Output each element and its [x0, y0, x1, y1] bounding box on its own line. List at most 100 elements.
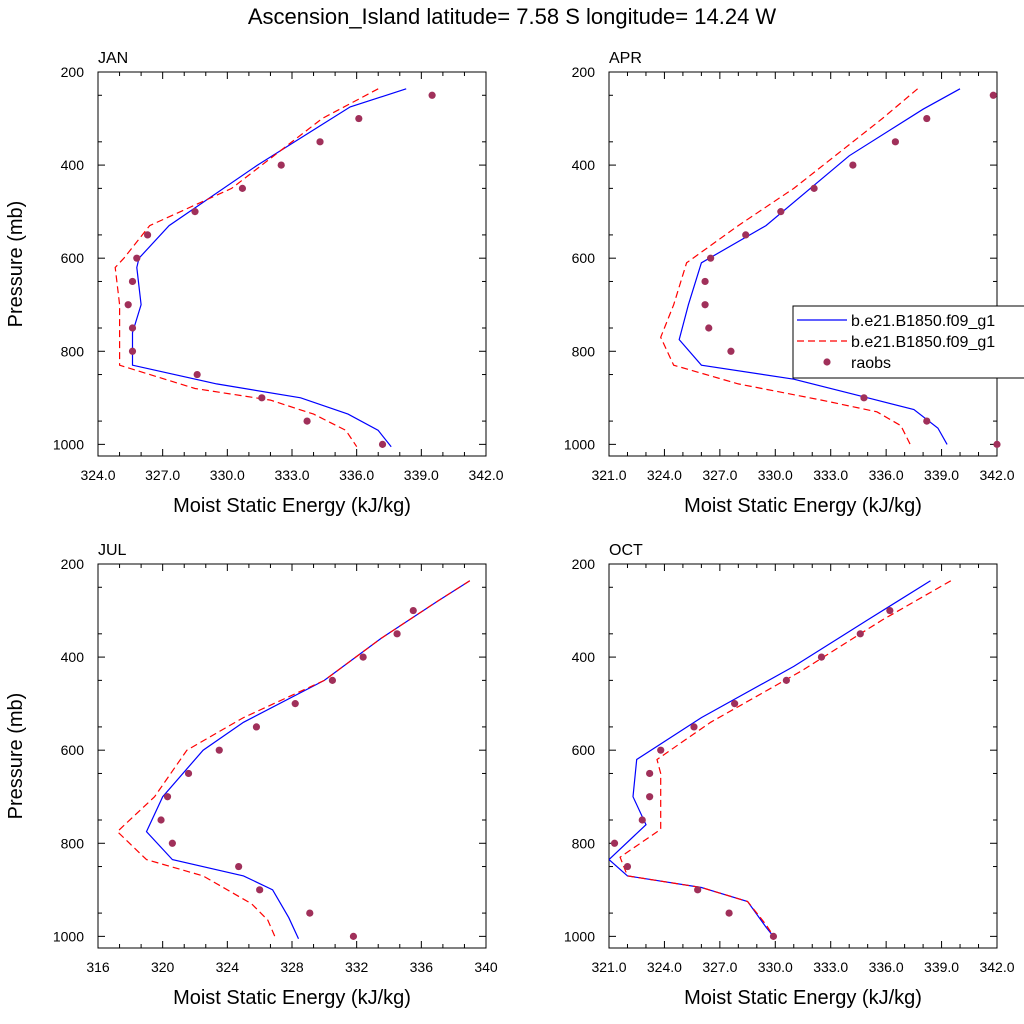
obs-point: [707, 254, 715, 262]
obs-point: [782, 676, 790, 684]
legend-box: [792, 305, 1024, 379]
obs-point: [191, 208, 199, 216]
plot-frame: [97, 563, 487, 949]
obs-point: [252, 723, 261, 731]
x-tick-label: 330.0: [210, 467, 245, 483]
obs-point: [238, 184, 247, 192]
y-tick-label: 400: [572, 157, 596, 173]
y-tick-label: 800: [61, 343, 85, 359]
obs-point: [923, 417, 931, 425]
plot-frame: [97, 71, 487, 457]
obs-point: [623, 862, 632, 871]
obs-point: [409, 606, 417, 615]
x-tick-label: 339.0: [924, 959, 959, 975]
x-tick-label: 339.0: [924, 467, 959, 483]
x-tick-label: 330.0: [758, 959, 793, 975]
page-title: Ascension_Island latitude= 7.58 S longit…: [247, 4, 777, 29]
x-axis-title: Moist Static Energy (kJ/kg): [173, 987, 411, 1009]
obs-point: [856, 630, 864, 638]
x-tick-label: 339.0: [404, 467, 439, 483]
obs-point: [303, 417, 311, 425]
series-line-dashed: [619, 580, 952, 940]
x-tick-label: 333.0: [813, 467, 848, 483]
y-tick-label: 800: [572, 343, 596, 359]
obs-point: [215, 746, 223, 754]
obs-point: [923, 114, 931, 123]
x-tick-label: 321.0: [591, 467, 626, 483]
legend-label: b.e21.B1850.f09_g1: [851, 334, 995, 351]
obs-point: [701, 301, 709, 309]
obs-point: [610, 839, 619, 847]
obs-point: [291, 700, 299, 708]
y-tick-label: 1000: [564, 436, 595, 452]
obs-point: [725, 909, 733, 917]
x-tick-label: 336: [410, 959, 434, 975]
legend-label: raobs: [851, 355, 891, 372]
plot-frame: [608, 71, 998, 457]
panel-label: APR: [609, 50, 642, 67]
obs-point: [163, 793, 172, 801]
series-line-dashed: [114, 88, 379, 448]
y-tick-label: 400: [61, 649, 85, 665]
obs-point: [638, 816, 646, 824]
obs-point: [731, 700, 739, 708]
y-axis-title: Pressure (mb): [5, 201, 27, 328]
obs-point: [133, 254, 141, 262]
obs-point: [355, 114, 363, 123]
obs-point: [777, 208, 785, 216]
x-tick-label: 324.0: [80, 467, 115, 483]
obs-point: [349, 932, 358, 940]
obs-point: [849, 161, 857, 169]
x-tick-label: 342.0: [979, 959, 1014, 975]
x-tick-label: 324.0: [647, 959, 682, 975]
obs-point: [886, 606, 894, 615]
x-tick-label: 332: [345, 959, 369, 975]
obs-point: [428, 91, 436, 99]
obs-point: [727, 347, 735, 355]
plot-frame: [608, 563, 998, 949]
y-tick-label: 800: [61, 835, 85, 851]
y-tick-label: 600: [572, 742, 596, 758]
y-tick-label: 400: [61, 157, 85, 173]
y-tick-label: 200: [61, 556, 85, 572]
x-tick-label: 327.0: [702, 467, 737, 483]
obs-point: [705, 324, 713, 332]
y-tick-label: 600: [61, 742, 85, 758]
obs-point: [124, 301, 132, 309]
x-tick-label: 316: [86, 959, 110, 975]
obs-point: [393, 630, 401, 638]
obs-point: [184, 769, 193, 778]
x-tick-label: 321.0: [591, 959, 626, 975]
obs-point: [690, 723, 698, 731]
obs-point: [646, 793, 654, 801]
obs-point: [646, 769, 654, 778]
x-axis-title: Moist Static Energy (kJ/kg): [684, 495, 922, 517]
obs-point: [891, 138, 899, 146]
x-tick-label: 324.0: [647, 467, 682, 483]
series-line-solid: [131, 88, 407, 448]
y-tick-label: 1000: [53, 436, 84, 452]
obs-point: [128, 347, 137, 355]
x-tick-label: 327.0: [702, 959, 737, 975]
obs-point: [817, 653, 826, 661]
obs-point: [378, 440, 387, 448]
y-tick-label: 1000: [564, 928, 595, 944]
y-tick-label: 200: [572, 64, 596, 80]
x-tick-label: 342.0: [979, 467, 1014, 483]
series-line-dashed: [116, 580, 471, 939]
y-tick-label: 200: [61, 64, 85, 80]
series-line-solid: [678, 88, 961, 445]
y-tick-label: 600: [61, 250, 85, 266]
x-axis-title: Moist Static Energy (kJ/kg): [684, 987, 922, 1009]
x-tick-label: 333.0: [813, 959, 848, 975]
x-tick-label: 336.0: [869, 467, 904, 483]
x-tick-label: 336.0: [339, 467, 374, 483]
series-line-dashed: [660, 88, 918, 445]
x-tick-label: 327.0: [145, 467, 180, 483]
y-axis-title: Pressure (mb): [5, 693, 27, 820]
x-tick-label: 320: [151, 959, 175, 975]
x-tick-label: 336.0: [869, 959, 904, 975]
y-tick-label: 200: [572, 556, 596, 572]
y-tick-label: 800: [572, 835, 596, 851]
